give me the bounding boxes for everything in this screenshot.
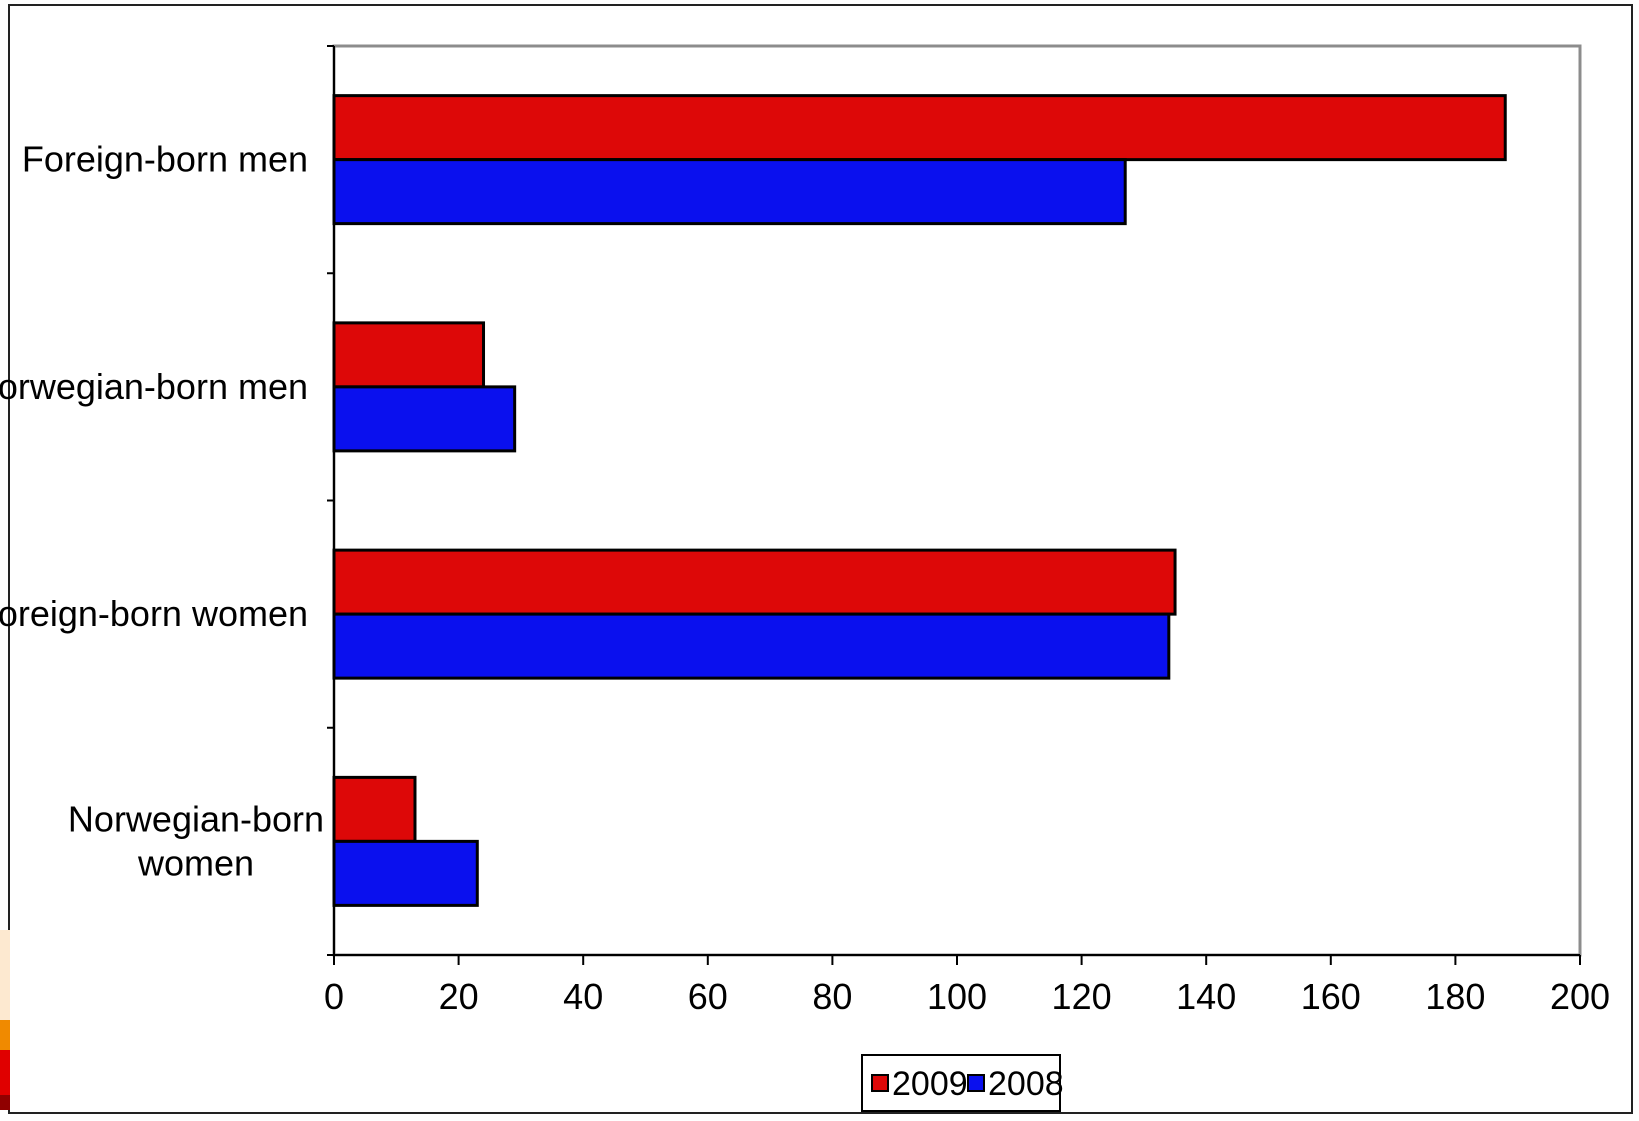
bar-2009-norwegian-born-women [332,775,417,843]
bar-2008-norwegian-born-women [332,839,479,907]
bar-2009-foreign-born-men [332,94,1507,162]
x-tick-labels: 0 20 40 60 80 100 120 140 160 180 200 [324,976,1610,1017]
bars [332,94,1507,907]
x-tick-label: 180 [1425,976,1485,1017]
legend: 2009 2008 [861,1054,1064,1112]
category-label: Norwegian-born men [0,366,308,407]
bar-2009-foreign-born-women [332,548,1177,616]
legend-swatch-2008 [967,1074,985,1092]
category-label: Foreign-born men [22,139,308,180]
x-tick-label: 160 [1301,976,1361,1017]
category-label: Norwegian-born women [68,798,324,883]
slide-decoration [0,930,10,1110]
legend-box [861,1054,1061,1112]
x-tick-label: 120 [1052,976,1112,1017]
bar-2008-norwegian-born-men [332,385,517,453]
x-tick-label: 60 [688,976,728,1017]
bar-2008-foreign-born-men [332,158,1127,226]
x-tick-label: 100 [927,976,987,1017]
category-label: Foreign-born women [0,593,308,634]
x-tick-label: 80 [812,976,852,1017]
x-tick-label: 140 [1176,976,1236,1017]
x-tick-label: 200 [1550,976,1610,1017]
axes [327,45,1581,965]
x-tick-label: 40 [563,976,603,1017]
category-labels: Foreign-born men Norwegian-born men Foreig… [0,139,324,884]
legend-label-2008: 2008 [988,1065,1064,1103]
bar-2008-foreign-born-women [332,612,1171,680]
bar-2009-norwegian-born-men [332,321,486,389]
x-tick-label: 20 [439,976,479,1017]
x-tick-label: 0 [324,976,344,1017]
legend-label-2009: 2009 [892,1065,968,1103]
legend-swatch-2009 [871,1074,889,1092]
